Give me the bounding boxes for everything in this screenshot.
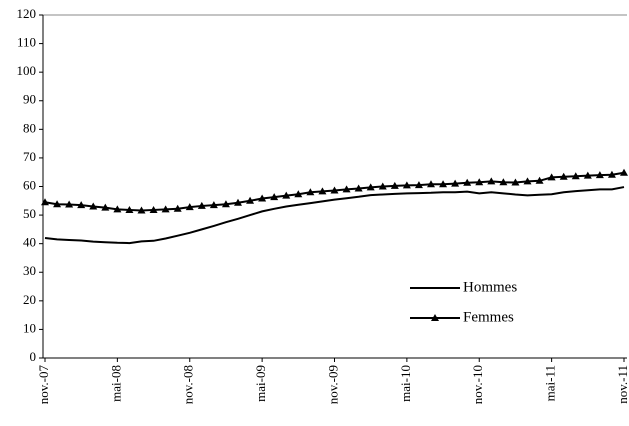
point-marker — [451, 179, 460, 187]
x-tick-label: nov.-09 — [325, 365, 340, 404]
point-marker — [414, 181, 423, 189]
point-marker — [258, 194, 267, 202]
point-marker — [523, 177, 532, 185]
point-marker — [306, 188, 315, 196]
x-tick-label: mai-08 — [108, 365, 123, 402]
legend-label: Femmes — [463, 309, 514, 325]
y-tick-label: 100 — [17, 63, 37, 78]
point-marker — [77, 201, 86, 209]
y-tick-label: 110 — [17, 35, 36, 50]
point-marker — [197, 201, 206, 209]
y-tick-label: 30 — [23, 263, 36, 278]
legend-label: Hommes — [463, 279, 517, 295]
x-tick-label: mai-10 — [398, 365, 413, 402]
x-tick-label: nov.-07 — [36, 365, 51, 405]
point-marker — [595, 171, 604, 179]
point-marker — [511, 178, 520, 186]
point-marker — [366, 183, 375, 191]
point-marker — [246, 196, 255, 204]
point-marker — [294, 190, 303, 198]
point-marker — [65, 200, 74, 208]
point-marker — [475, 178, 484, 186]
y-tick-label: 10 — [23, 320, 36, 335]
point-marker — [282, 191, 291, 199]
point-marker — [535, 176, 544, 184]
point-marker — [583, 171, 592, 179]
point-marker — [161, 205, 170, 213]
point-marker — [101, 203, 110, 211]
y-tick-label: 120 — [17, 6, 37, 21]
y-tick-label: 40 — [23, 235, 36, 250]
point-marker — [607, 170, 616, 178]
point-marker — [571, 172, 580, 180]
series-line — [44, 186, 625, 245]
point-marker — [270, 193, 279, 201]
point-marker — [547, 173, 556, 181]
point-marker — [559, 172, 568, 180]
point-marker — [390, 181, 399, 189]
x-tick-label: nov.-08 — [181, 365, 196, 404]
y-tick-label: 20 — [23, 292, 36, 307]
x-tick-label: mai-09 — [253, 365, 268, 402]
x-tick-label: nov.-10 — [470, 365, 485, 404]
point-marker — [318, 187, 327, 195]
y-tick-label: 50 — [23, 206, 36, 221]
legend-marker — [431, 314, 439, 321]
y-tick-label: 60 — [23, 177, 36, 192]
point-marker — [342, 185, 351, 193]
point-marker — [427, 180, 435, 188]
point-marker — [125, 205, 134, 213]
x-tick-label: nov.-11 — [615, 365, 629, 404]
point-marker — [173, 204, 182, 212]
point-marker — [137, 206, 146, 214]
point-marker — [221, 200, 230, 208]
y-tick-label: 90 — [23, 92, 36, 107]
point-marker — [209, 201, 218, 209]
point-marker — [113, 205, 122, 213]
point-marker — [463, 178, 472, 186]
y-tick-label: 80 — [23, 120, 36, 135]
point-marker — [439, 180, 448, 188]
point-marker — [234, 198, 242, 206]
point-marker — [53, 200, 62, 208]
y-tick-label: 0 — [30, 349, 37, 364]
y-tick-label: 70 — [23, 149, 36, 164]
point-marker — [378, 182, 387, 190]
point-marker — [89, 202, 98, 210]
point-marker — [185, 203, 194, 211]
point-marker — [354, 184, 363, 192]
point-marker — [499, 178, 508, 186]
point-marker — [620, 168, 628, 176]
point-marker — [149, 205, 158, 213]
point-marker — [41, 198, 49, 206]
x-tick-label: mai-11 — [543, 365, 558, 401]
point-marker — [487, 177, 496, 185]
point-marker — [330, 186, 339, 194]
point-marker — [402, 181, 411, 189]
